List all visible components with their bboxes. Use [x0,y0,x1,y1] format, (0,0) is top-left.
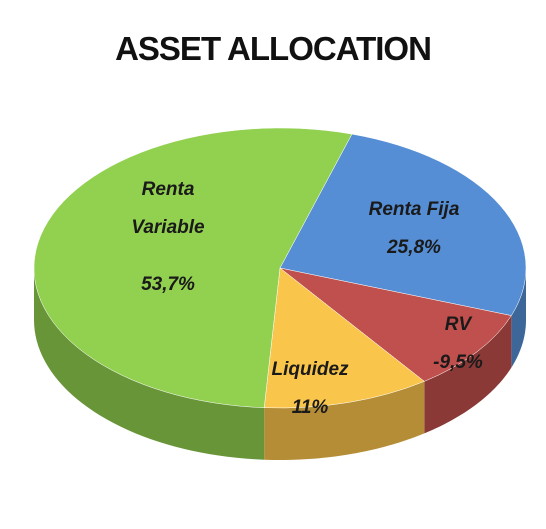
slice-value-label: 11% [291,397,329,418]
slice-value-label: -9,5% [433,352,483,373]
slice [279,267,512,382]
slice-side [424,315,512,434]
slice [33,127,353,408]
slice-label: Renta Variable [131,179,205,238]
slice-label: Renta Fija [368,199,460,220]
chart-title: ASSET ALLOCATION [115,30,432,67]
slice [263,267,425,409]
slice-value-label: 53,7% [141,274,195,295]
slice-label: Liquidez [271,359,349,380]
slice-side [34,268,265,460]
slice [279,133,527,316]
slice-side [264,381,425,460]
slice-label: RV [444,314,472,335]
slice-value-label: 25,8% [387,237,441,258]
